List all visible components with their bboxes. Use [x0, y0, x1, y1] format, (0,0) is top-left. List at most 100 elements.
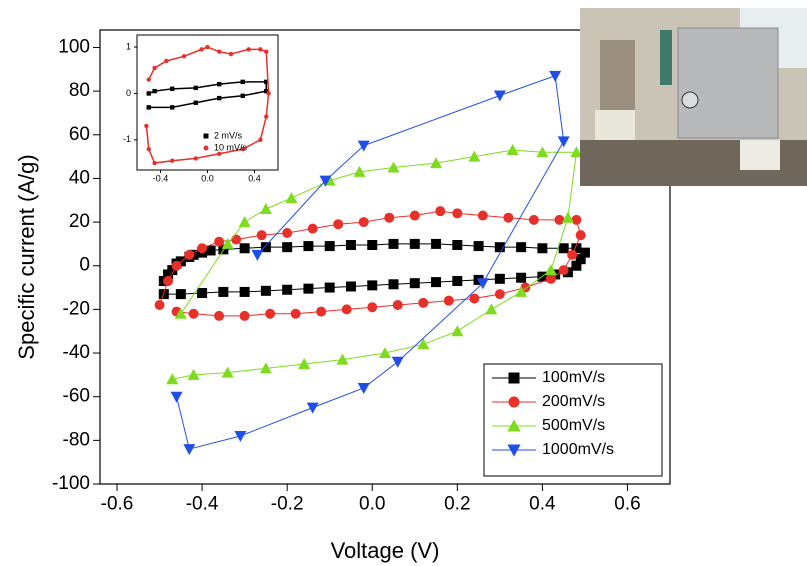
point	[240, 93, 245, 98]
legend-marker	[507, 444, 521, 457]
point	[451, 325, 464, 337]
point	[506, 144, 519, 156]
photo-device	[740, 140, 780, 170]
point	[303, 241, 314, 252]
point	[183, 444, 196, 456]
point	[379, 347, 391, 359]
point	[205, 245, 216, 256]
point	[282, 284, 293, 295]
x-tick-label: 0.0	[359, 493, 385, 514]
legend-label: 100mV/s	[542, 369, 605, 386]
y-tick-label: -1	[123, 134, 131, 144]
point	[290, 308, 301, 319]
point	[494, 289, 505, 300]
point	[388, 238, 399, 249]
y-tick-label: 20	[69, 211, 90, 232]
point	[240, 146, 245, 152]
y-tick-label: -80	[63, 429, 90, 450]
point	[214, 310, 225, 321]
legend-marker	[508, 396, 520, 408]
point	[188, 308, 199, 319]
point	[567, 249, 578, 260]
legend-marker	[203, 145, 209, 151]
point	[367, 239, 378, 250]
y-tick-label: 100	[58, 36, 90, 57]
point	[409, 210, 420, 221]
point	[536, 146, 549, 158]
point	[357, 382, 370, 394]
point	[357, 140, 370, 152]
point	[258, 137, 263, 143]
point	[265, 308, 276, 319]
point	[239, 286, 250, 297]
point	[528, 214, 539, 225]
point	[170, 86, 175, 92]
y-axis-label: Specific current (A/g)	[14, 154, 39, 359]
point	[193, 100, 198, 105]
point	[431, 277, 442, 288]
point	[193, 156, 198, 161]
point	[324, 282, 335, 293]
point	[214, 236, 225, 247]
point	[503, 212, 514, 223]
point	[259, 202, 272, 214]
point	[187, 368, 200, 380]
point	[570, 146, 583, 158]
point	[316, 306, 327, 317]
point	[554, 214, 565, 225]
point	[170, 158, 175, 163]
point	[264, 88, 269, 94]
legend-label: 1000mV/s	[542, 441, 614, 458]
point	[494, 273, 505, 284]
point	[234, 430, 247, 442]
point	[545, 273, 556, 284]
point	[333, 219, 344, 230]
point	[452, 208, 463, 219]
point	[231, 234, 242, 245]
point	[494, 242, 505, 253]
photo-cabinet	[600, 40, 635, 110]
point	[221, 237, 234, 249]
point	[345, 281, 356, 292]
point	[468, 150, 481, 162]
point	[571, 260, 582, 271]
x-axis-label: Voltage (V)	[331, 538, 440, 563]
point	[146, 105, 151, 110]
x-tick-label: -0.4	[153, 174, 169, 184]
point	[197, 288, 208, 299]
point	[392, 300, 403, 311]
point	[557, 136, 570, 148]
point	[387, 161, 400, 173]
point	[367, 302, 378, 313]
point	[259, 362, 272, 374]
point	[418, 297, 429, 308]
y-tick-label: -40	[63, 342, 90, 363]
point	[324, 241, 335, 252]
point	[266, 91, 271, 96]
point	[264, 49, 269, 54]
point	[146, 77, 151, 82]
photo-device	[595, 110, 635, 140]
y-tick-label: -20	[63, 298, 90, 319]
point	[146, 146, 151, 152]
point	[558, 265, 569, 276]
point	[571, 243, 582, 254]
point	[285, 192, 298, 204]
point	[218, 286, 229, 297]
point	[515, 285, 528, 297]
point	[217, 81, 222, 87]
legend-label: 500mV/s	[542, 417, 605, 434]
point	[409, 238, 420, 249]
point	[476, 278, 489, 290]
point	[175, 256, 186, 267]
point	[228, 51, 234, 57]
point	[303, 283, 314, 294]
x-tick-label: 0.2	[444, 493, 470, 514]
point	[197, 243, 208, 254]
point	[221, 366, 234, 378]
x-tick-label: 0.6	[614, 493, 640, 514]
point	[307, 223, 318, 234]
point	[298, 357, 311, 369]
